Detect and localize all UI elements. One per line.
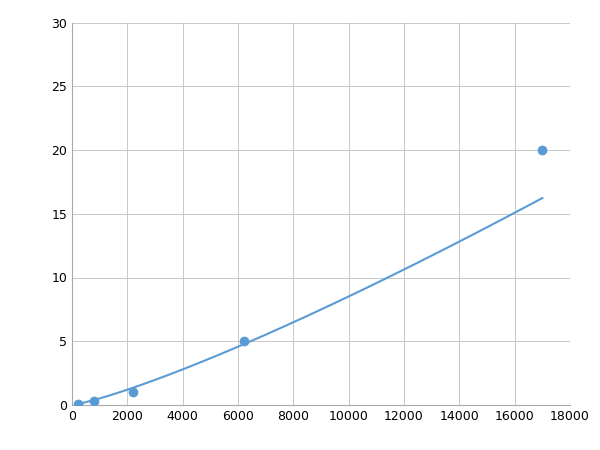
Point (538, 146, 547, 153)
Point (89, 398, 99, 405)
Point (73, 400, 82, 407)
Point (128, 389, 137, 396)
Point (239, 338, 248, 345)
